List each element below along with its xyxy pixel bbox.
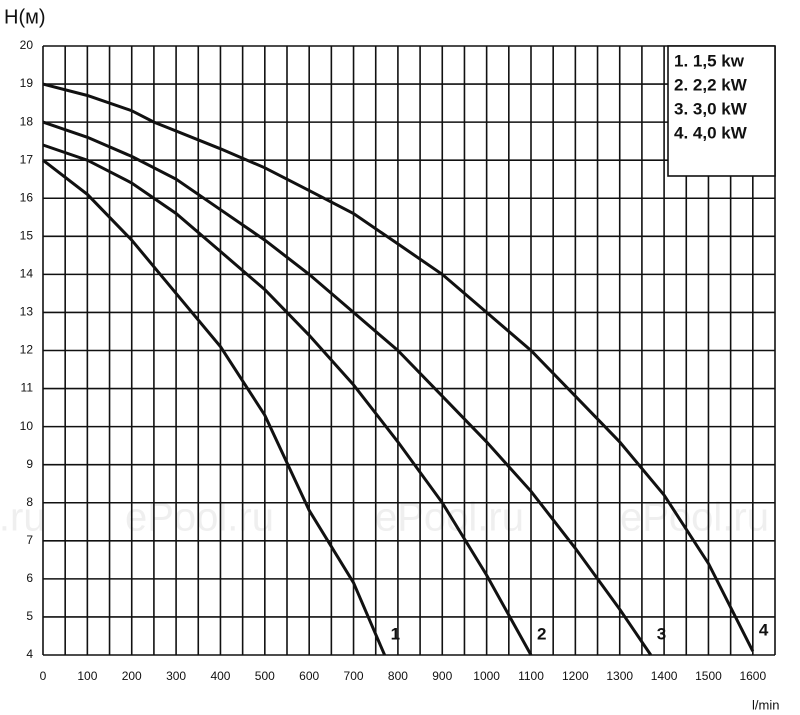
legend-entry: 2. 2,2 kW — [674, 75, 748, 94]
y-tick-label: 6 — [26, 571, 33, 585]
curve-label: 1 — [391, 624, 400, 643]
x-tick-label: 900 — [432, 669, 452, 683]
x-tick-label: 200 — [122, 669, 142, 683]
x-tick-label: 1000 — [473, 669, 500, 683]
watermark: l.ru — [0, 496, 46, 540]
curve-label: 3 — [657, 624, 666, 643]
x-tick-label: 600 — [299, 669, 319, 683]
legend-box — [667, 45, 776, 177]
curve-label: 4 — [759, 621, 769, 640]
y-tick-label: 18 — [20, 114, 34, 128]
legend-entry: 1. 1,5 kw — [674, 51, 745, 70]
x-tick-label: 1100 — [518, 669, 544, 683]
y-tick-label: 5 — [26, 609, 33, 623]
y-tick-label: 8 — [26, 495, 33, 509]
y-tick-label: 17 — [20, 152, 34, 166]
y-tick-label: 11 — [21, 381, 34, 395]
x-tick-label: 300 — [166, 669, 186, 683]
curve — [42, 82, 755, 652]
y-tick-label: 4 — [26, 647, 33, 661]
y-tick-label: 20 — [20, 38, 34, 52]
y-tick-label: 7 — [26, 533, 33, 547]
x-tick-label: 700 — [344, 669, 364, 683]
x-tick-label: 1400 — [651, 669, 678, 683]
y-tick-label: 13 — [20, 305, 34, 319]
x-tick-label: 1300 — [606, 669, 633, 683]
x-tick-label: 1500 — [695, 669, 722, 683]
x-tick-label: 400 — [210, 669, 230, 683]
x-tick-label: 1200 — [562, 669, 589, 683]
y-axis-label: H(м) — [4, 6, 46, 28]
legend-entry: 3. 3,0 kW — [674, 99, 748, 118]
curve — [42, 143, 533, 656]
x-tick-label: 800 — [388, 669, 408, 683]
curve-label: 2 — [537, 624, 546, 643]
legend-entry: 4. 4,0 kW — [674, 123, 748, 142]
y-tick-label: 16 — [20, 190, 34, 204]
y-tick-label: 12 — [20, 343, 34, 357]
y-tick-label: 15 — [20, 228, 34, 242]
curve — [42, 120, 653, 656]
x-tick-label: 0 — [40, 669, 47, 683]
x-tick-label: 500 — [255, 669, 275, 683]
y-tick-label: 19 — [20, 76, 34, 90]
x-tick-label: 100 — [77, 669, 97, 683]
x-axis-label: l/min — [752, 697, 779, 712]
x-tick-label: 1600 — [739, 669, 766, 683]
y-tick-label: 9 — [26, 457, 33, 471]
y-tick-label: 10 — [20, 419, 34, 433]
curve — [42, 159, 386, 656]
y-tick-label: 14 — [20, 267, 34, 281]
